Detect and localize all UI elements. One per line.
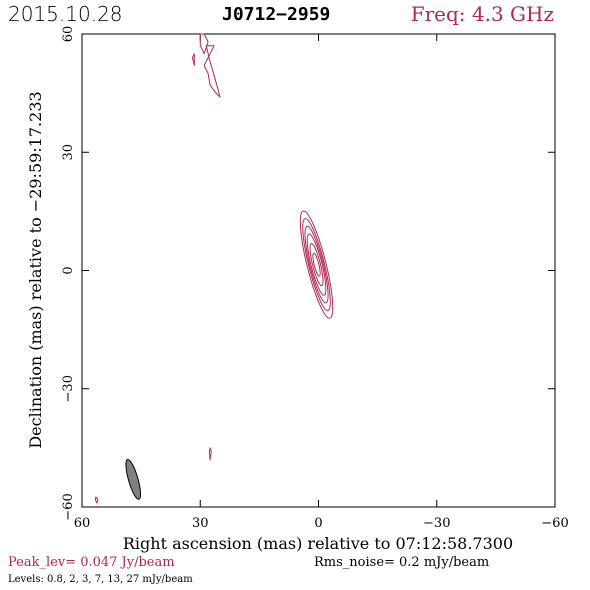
y-tick-label: 0 <box>61 266 76 274</box>
noise-contour <box>208 447 212 461</box>
contour-layer <box>94 33 334 504</box>
y-tick-label: −60 <box>61 493 76 520</box>
north-emission-contour <box>203 45 221 98</box>
x-axis-label: Right ascension (mas) relative to 07:12:… <box>123 534 513 553</box>
x-tick-label: 0 <box>314 516 322 531</box>
contour-levels: Levels: 0.8, 2, 3, 7, 13, 27 mJy/beam <box>8 574 193 585</box>
north-emission-contour <box>191 53 195 66</box>
contour-level <box>302 218 331 312</box>
plot-frame <box>81 33 556 508</box>
beam-ellipse <box>125 458 142 500</box>
y-tick-label: 30 <box>61 144 76 161</box>
y-tick-label: −30 <box>61 375 76 402</box>
contour-level <box>309 243 324 287</box>
y-tick-label: 60 <box>61 26 76 43</box>
peak-level: Peak_lev= 0.047 Jy/beam <box>8 555 175 570</box>
noise-contour <box>94 496 99 504</box>
axis-ticks: 60 30 0 −30 −60 −60 −30 0 30 60 <box>61 26 569 531</box>
contour-level <box>299 210 334 319</box>
x-tick-label: −60 <box>541 516 568 531</box>
y-axis-label: Declination (mas) relative to −29:59:17.… <box>26 91 45 448</box>
contour-level <box>306 233 327 296</box>
north-emission-contour <box>199 33 209 55</box>
frequency-label: Freq: 4.3 GHz <box>410 2 554 26</box>
x-tick-label: −30 <box>423 516 450 531</box>
contour-level <box>312 252 321 277</box>
x-tick-label: 60 <box>74 516 91 531</box>
observation-date: 2015.10.28 <box>8 2 123 26</box>
rms-noise: Rms_noise= 0.2 mJy/beam <box>314 555 490 570</box>
x-tick-label: 30 <box>192 516 209 531</box>
source-name: J0712−2959 <box>222 4 331 25</box>
contour-level <box>304 225 329 304</box>
